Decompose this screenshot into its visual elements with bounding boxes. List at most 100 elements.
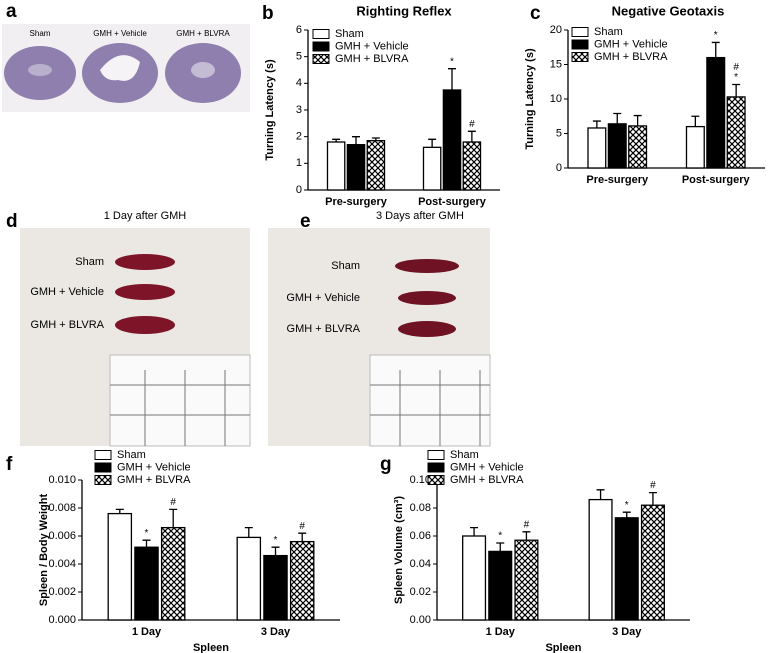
error-bar — [613, 112, 622, 124]
y-tick-label: 0.08 — [410, 502, 431, 514]
legend-label: GMH + BLVRA — [117, 474, 191, 486]
error-bar — [169, 508, 178, 528]
panel-letter: a — [6, 1, 17, 22]
panel-letter: e — [300, 211, 311, 232]
y-tick-label: 0.008 — [48, 502, 76, 514]
y-tick-label: 1 — [296, 157, 302, 169]
spleen-label: GMH + BLVRA — [287, 323, 361, 335]
y-tick-label: 20 — [550, 24, 562, 36]
y-tick-label: 0.000 — [48, 614, 76, 626]
bar — [236, 536, 262, 621]
photo-title: 3 Days after GMH — [376, 210, 464, 222]
y-tick-label: 5 — [556, 127, 562, 139]
bar — [462, 141, 482, 191]
legend-swatch — [312, 54, 330, 64]
y-tick-label: 0 — [296, 184, 302, 196]
bar — [587, 127, 607, 169]
y-tick-label: 0.06 — [410, 530, 431, 542]
y-tick-label: 0 — [556, 162, 562, 174]
x-tick-label: Pre-surgery — [325, 196, 388, 208]
significance-marker: * — [734, 72, 738, 83]
photo-title: 1 Day after GMH — [104, 210, 187, 222]
x-tick-label: 1 Day — [132, 626, 162, 638]
y-tick-label: 10 — [550, 93, 562, 105]
y-axis-label: Turning Latency (s) — [524, 48, 536, 150]
bar — [706, 56, 726, 169]
bar — [346, 144, 366, 191]
brain-label: Sham — [30, 29, 51, 38]
error-bar — [142, 539, 151, 548]
legend-label: Sham — [594, 26, 623, 38]
error-bar — [691, 115, 700, 127]
error-bar — [596, 489, 605, 500]
y-tick-label: 3 — [296, 104, 302, 116]
bar — [263, 554, 288, 621]
x-axis-label: Spleen — [545, 642, 581, 653]
significance-marker: # — [733, 62, 739, 73]
significance-marker: # — [524, 519, 530, 530]
spleen-label: GMH + Vehicle — [286, 292, 360, 304]
significance-marker: * — [450, 56, 454, 67]
y-tick-label: 0.00 — [410, 614, 431, 626]
error-bar — [271, 546, 280, 556]
panel-letter: b — [262, 3, 274, 24]
legend-swatch — [427, 475, 445, 485]
significance-marker: # — [299, 521, 305, 532]
legend-swatch — [427, 450, 445, 460]
error-bar — [633, 114, 642, 126]
legend-label: GMH + Vehicle — [117, 461, 191, 473]
bar — [366, 140, 386, 191]
y-tick-label: 0.10 — [410, 474, 431, 486]
legend-label: Sham — [335, 28, 364, 40]
chart-title: Righting Reflex — [356, 3, 452, 18]
legend-swatch — [571, 39, 589, 50]
spleen-label: GMH + Vehicle — [30, 286, 104, 298]
bar — [514, 539, 539, 621]
error-bar — [332, 138, 341, 142]
x-tick-label: 1 Day — [486, 626, 516, 638]
y-axis-label: Turning Latency (s) — [264, 59, 276, 161]
x-tick-label: Pre-surgery — [586, 174, 649, 186]
legend-label: GMH + Vehicle — [335, 40, 409, 52]
y-tick-label: 0.02 — [410, 586, 431, 598]
ruler-grid — [110, 370, 250, 446]
bar — [488, 550, 513, 621]
x-axis-label: Spleen — [193, 642, 229, 653]
error-bar — [298, 532, 307, 542]
bar — [640, 504, 665, 621]
y-axis-label: Spleen / Body Weight — [38, 494, 50, 607]
ruler-grid — [370, 370, 490, 446]
y-axis-label: Spleen Volume (cm³) — [393, 496, 405, 604]
error-bar — [622, 511, 631, 518]
y-tick-label: 0.04 — [410, 558, 431, 570]
bar — [134, 546, 159, 621]
bar — [107, 512, 133, 621]
error-bar — [467, 130, 476, 142]
bar — [614, 517, 639, 621]
significance-marker: # — [170, 497, 176, 508]
error-bar — [244, 526, 253, 538]
y-tick-label: 2 — [296, 131, 302, 143]
panel-letter: d — [6, 211, 18, 232]
error-bar — [115, 508, 124, 514]
x-tick-label: 3 Day — [612, 626, 642, 638]
error-bar — [522, 531, 531, 541]
legend-swatch — [571, 27, 589, 37]
bar — [289, 540, 315, 621]
error-bar — [470, 526, 479, 536]
significance-marker: * — [274, 535, 278, 546]
bar — [588, 498, 613, 621]
brain-label: GMH + BLVRA — [176, 29, 230, 38]
legend-label: Sham — [450, 449, 479, 461]
error-bar — [648, 491, 657, 506]
y-tick-label: 0.010 — [48, 474, 76, 486]
significance-marker: # — [469, 119, 475, 130]
bar — [462, 535, 487, 621]
error-bar — [448, 68, 456, 90]
legend-label: GMH + BLVRA — [335, 53, 409, 65]
panel-letter: f — [6, 454, 13, 475]
bar — [685, 125, 705, 169]
spleen-label: Sham — [75, 256, 104, 268]
spleen-label: Sham — [331, 260, 360, 272]
